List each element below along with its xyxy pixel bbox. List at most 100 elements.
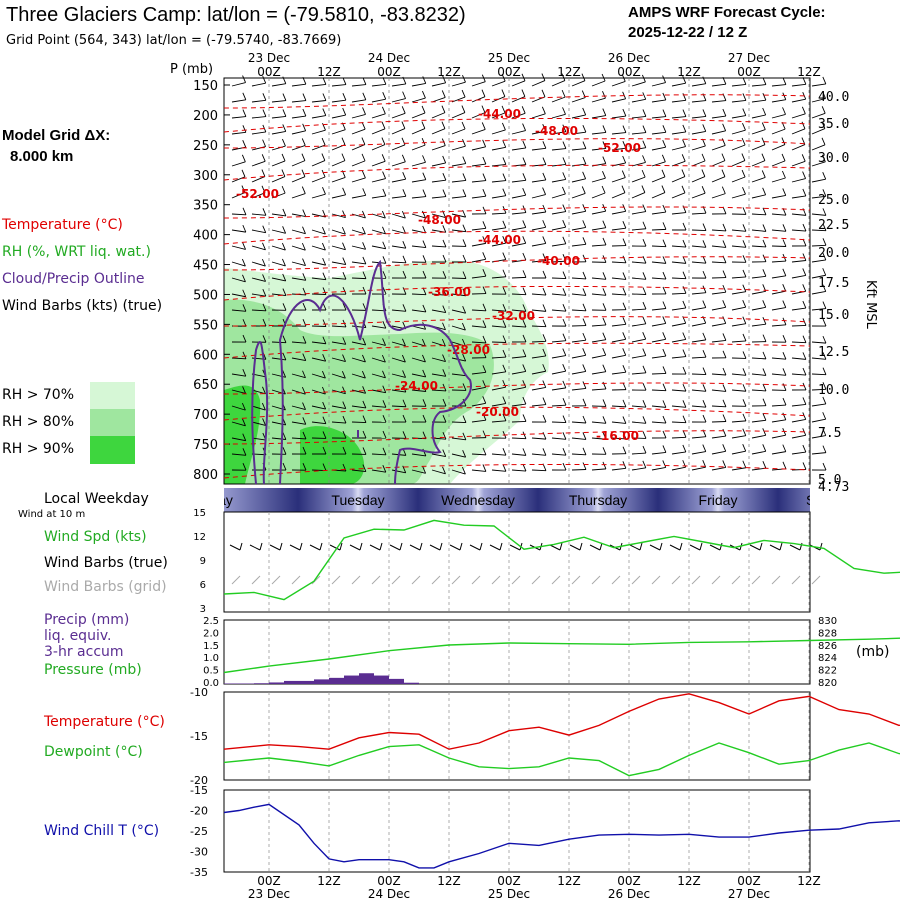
wind-barb-flag [302,209,307,217]
wind-barb-shaft [511,276,527,279]
wind-barb-shaft [631,372,646,375]
wind-barb-shaft [671,116,686,119]
wind-barb-flag [262,318,267,327]
wind-barb-shaft [451,421,467,423]
wind-barb-shaft [231,277,246,283]
wind-barb-flag [582,432,587,440]
wind-barb-shaft [291,130,306,135]
wind-barb-shaft [431,128,446,135]
wind-barb-flag [762,383,767,392]
wind-barb-flag [401,106,406,114]
wind-barb-flag [442,369,447,377]
wind-barb-shaft [771,451,786,455]
wind-barb-flag [381,354,386,363]
wind-barb-flag [582,171,587,179]
wind-barb-shaft [631,421,646,424]
wind-barb-flag [622,332,627,340]
wind-barb-shaft [631,161,646,167]
wind-barb-grid [271,575,281,585]
wind-barb-true [599,542,603,551]
wind-barb-flag [522,173,527,181]
wind-barb-flag [382,400,387,408]
pressure-tick-label: 820 [818,678,837,689]
model-grid-label: Model Grid ΔX: [2,127,111,144]
wind-barb-grid [431,575,441,585]
wind-barb-flag [762,398,767,406]
wind-chill-line [223,803,900,869]
wind-barb-grid [651,575,661,585]
wind-barb-shaft [651,161,666,167]
wind-barb-flag [362,447,367,455]
wind-barb-shaft [631,211,646,215]
wind-barb-shaft [431,309,446,314]
wind-barb-shaft [651,405,666,408]
wind-barb-flag [502,320,507,328]
wind-barb-flag [402,255,407,263]
wind-barb-true [229,544,241,551]
wind-barb-flag [381,106,386,115]
wind-barb-flag [401,154,406,162]
wind-barb-flag [602,141,607,149]
wind-barb-shaft [511,371,526,375]
wind-barb-shaft [351,177,366,183]
wind-barb-shaft [351,373,366,379]
wind-barb-shaft [671,277,687,280]
wind-barb-shaft [451,81,466,87]
wind-barb-grid [731,575,741,585]
pressure-tick-label: 350 [193,199,218,214]
wind-barb-flag [642,287,647,295]
wind-barb-flag [482,447,487,456]
wind-barb-flag [401,210,406,219]
wind-barb-flag [742,207,747,215]
wind-barb-flag [822,172,827,180]
wind-barb-shaft [351,405,366,409]
temperature-contour-label: -52.00 [236,187,279,201]
wind-barb-flag [722,460,727,468]
wind-barb-shaft [811,291,826,295]
wind-barb-flag [682,349,687,357]
wind-barb-flag [322,416,327,424]
wind-barb-flag [702,414,707,423]
wind-barb-shaft [731,115,746,119]
wind-barb-true [329,544,341,551]
wind-barb-flag [782,317,787,325]
wind-barb-flag [662,256,667,264]
wind-barb-shaft [471,371,486,375]
wind-barb-shaft [271,130,286,135]
wind-barb-shaft [611,437,626,440]
wind-barb-flag [342,187,347,195]
wind-barb-flag [442,254,447,263]
wind-barb-shaft [671,82,686,87]
wind-barb-flag [682,139,686,147]
wind-barb-flag [582,303,587,311]
wind-barb-flag [562,364,567,372]
wind-barb-flag [502,349,507,358]
wind-barb-grid [351,575,361,585]
wind-barb-flag [542,448,547,456]
wind-barb-flag [741,137,746,146]
wind-barb-shaft [631,98,646,103]
wind-barb-true [419,542,423,551]
wind-barb-shaft [491,129,506,135]
wind-barb-flag [642,301,647,310]
wind-barb-shaft [551,178,566,183]
wind-barb-shaft [691,100,706,103]
wind-barb-flag [321,226,326,235]
wind-barb-shaft [811,373,827,376]
wind-barb-true [749,544,761,551]
wind-barb-shaft [311,229,326,235]
wind-barb-flag [482,236,487,244]
wind-barb-flag [342,337,347,345]
wind-barb-flag [681,169,686,177]
wind-barb-shaft [371,389,386,394]
wind-barb-shaft [691,451,706,455]
wind-barb-shaft [811,98,826,103]
wind-barb-shaft [371,245,386,250]
wind-barb-flag [622,155,627,164]
wind-barb-shaft [691,307,706,311]
wind-barb-shaft [771,144,786,151]
wind-barb-flag [621,185,626,193]
wind-barb-shaft [751,450,766,455]
wind-barb-flag [802,300,807,309]
wind-barb-shaft [631,467,646,471]
